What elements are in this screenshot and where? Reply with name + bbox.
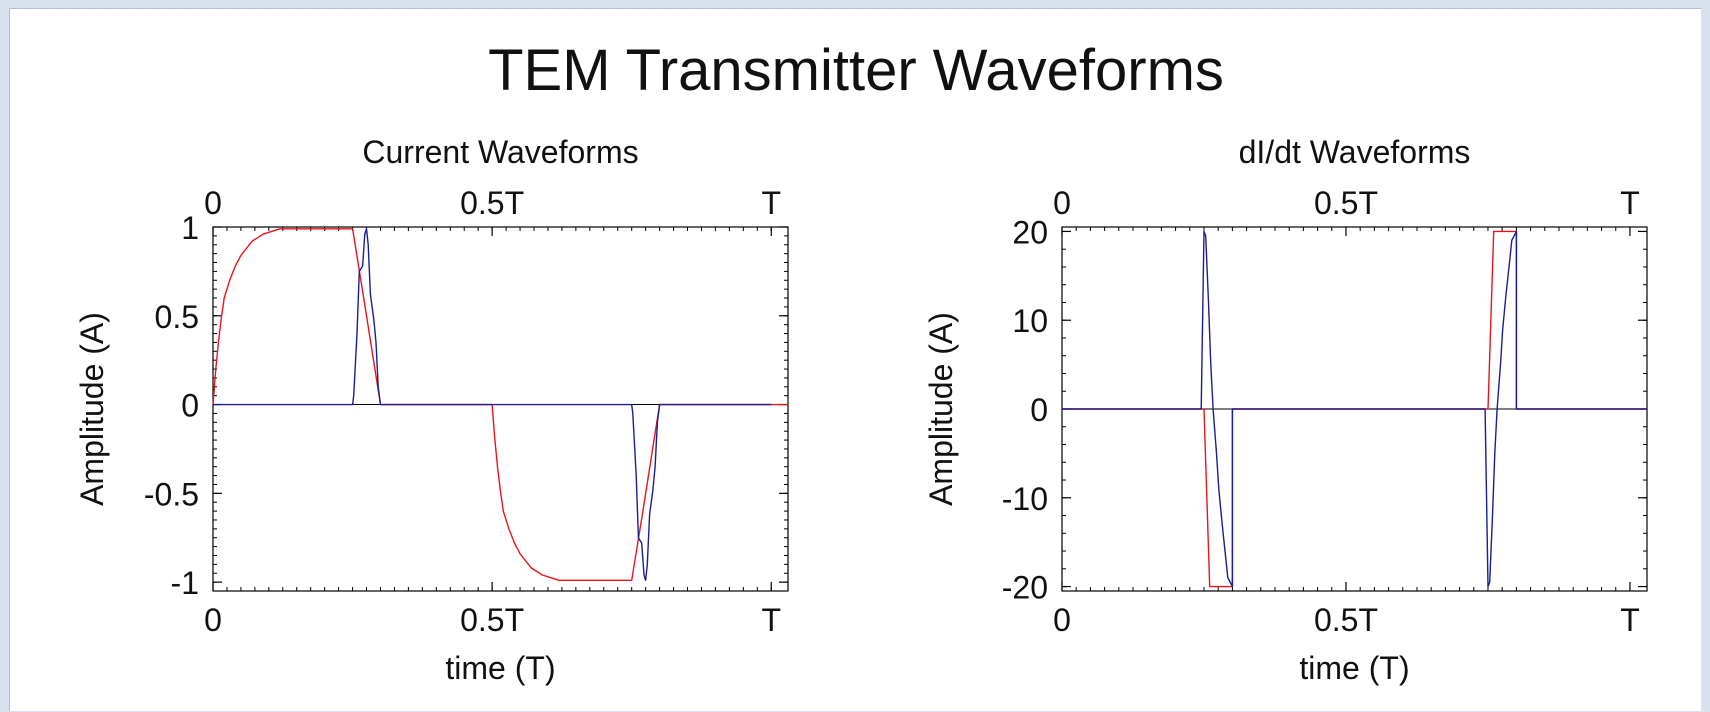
y-tick-label: 0 — [1030, 392, 1048, 428]
figure-frame: TEM Transmitter Waveforms 0 0 0.5T 0.5T T T 1 0… — [9, 8, 1701, 711]
x-tick-label: 0.5T — [460, 602, 524, 638]
x-tick-label: 0.5T — [1314, 602, 1378, 638]
y-tick-label: 0 — [181, 388, 199, 424]
y-tick-label: 0.5 — [155, 299, 199, 335]
didt-waveforms-chart: 0 0 0.5T 0.5T T T 20 10 0 -10 -20 dI/dt Waveforms ti… — [923, 134, 1648, 686]
y-axis-label: Amplitude (A) — [74, 312, 110, 506]
plot-frame — [212, 226, 789, 592]
x-axis-label: time (T) — [445, 650, 555, 686]
y-tick-label: -20 — [1002, 570, 1048, 606]
x-top-tick-label: T — [1620, 185, 1640, 221]
minor-ticks — [212, 226, 788, 592]
y-tick-label: 1 — [181, 210, 199, 246]
x-top-tick-label: 0 — [1053, 185, 1071, 221]
chart-title: Current Waveforms — [362, 134, 638, 170]
series-line-blue — [213, 228, 772, 581]
x-top-tick-label: 0 — [204, 185, 222, 221]
y-tick-label: -10 — [1002, 481, 1048, 517]
x-top-tick-label: 0.5T — [460, 185, 524, 221]
x-tick-label: 0 — [204, 602, 222, 638]
chart-title: dI/dt Waveforms — [1239, 134, 1471, 170]
x-tick-label: T — [1620, 602, 1640, 638]
x-top-tick-label: 0.5T — [1314, 185, 1378, 221]
series-line-blue — [1062, 230, 1647, 588]
y-tick-label: -0.5 — [144, 476, 199, 512]
x-tick-label: T — [761, 602, 781, 638]
x-tick-label: 0 — [1053, 602, 1071, 638]
y-tick-label: -1 — [171, 565, 199, 601]
y-tick-label: 20 — [1012, 214, 1048, 250]
current-waveforms-chart: 0 0 0.5T 0.5T T T 1 0.5 0 -0.5 -1 Current Waveforms… — [74, 134, 789, 686]
x-axis-label: time (T) — [1299, 650, 1409, 686]
x-top-tick-label: T — [761, 185, 781, 221]
y-tick-label: 10 — [1012, 303, 1048, 339]
plots-canvas: 0 0 0.5T 0.5T T T 1 0.5 0 -0.5 -1 Current Waveforms… — [74, 134, 1648, 686]
y-axis-label: Amplitude (A) — [923, 312, 959, 506]
figure-title: TEM Transmitter Waveforms — [488, 38, 1224, 103]
